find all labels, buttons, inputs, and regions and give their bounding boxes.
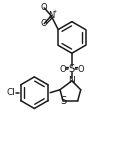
Text: +: + — [53, 9, 57, 14]
Text: O: O — [60, 65, 66, 74]
Text: O: O — [41, 19, 48, 28]
Text: S: S — [69, 64, 75, 74]
Text: S: S — [60, 96, 66, 106]
Text: N: N — [48, 11, 54, 20]
Text: Cl: Cl — [6, 88, 15, 97]
Text: O: O — [41, 3, 48, 12]
Text: -: - — [42, 1, 44, 6]
Text: N: N — [68, 76, 75, 85]
Text: O: O — [77, 65, 84, 74]
